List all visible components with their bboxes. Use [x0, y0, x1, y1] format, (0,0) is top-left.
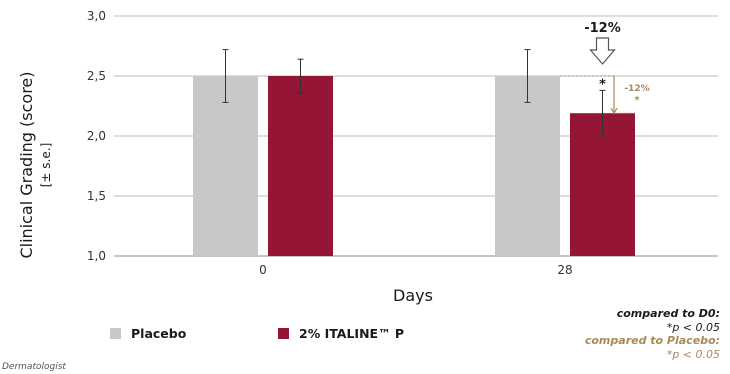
- legend-label-placebo: Placebo: [131, 326, 187, 341]
- annotations: -12%* -12%*: [560, 21, 650, 115]
- bracket-arrowhead-icon: [610, 107, 618, 115]
- footer-note: Dermatologist: [2, 362, 66, 372]
- significance-star: *: [599, 77, 606, 92]
- x-axis-label: Days: [393, 286, 433, 305]
- legend-swatch-placebo: [110, 328, 121, 339]
- y-axis-sublabel: [± s.e.]: [39, 143, 53, 188]
- bars: [193, 49, 635, 256]
- down-arrow-icon: [589, 37, 616, 65]
- y-tick-label: 3,0: [87, 9, 106, 23]
- y-axis-label: Clinical Grading (score): [17, 71, 36, 258]
- y-axis-label-group: Clinical Grading (score) [± s.e.]: [2, 40, 72, 290]
- significance-notes: compared to D0: *p < 0.05 compared to Pl…: [585, 307, 720, 361]
- x-tick-label: 28: [557, 263, 572, 277]
- bracket-label: -12%: [624, 84, 649, 94]
- x-tick-label: 0: [259, 263, 267, 277]
- y-tick-label: 1,5: [87, 189, 106, 203]
- legend-label-italine: 2% ITALINE™ P: [299, 326, 405, 341]
- legend-item-italine: 2% ITALINE™ P: [278, 326, 404, 341]
- d0-text: *p < 0.05: [666, 320, 720, 334]
- d0-heading: compared to D0:: [616, 307, 720, 320]
- bar: [268, 76, 333, 256]
- legend-item-placebo: Placebo: [110, 326, 186, 341]
- bar: [193, 76, 258, 256]
- y-tick-label: 2,5: [87, 69, 106, 83]
- arrow-label: -12%: [584, 21, 621, 36]
- tick-labels: 1,0 1,5 2,0 2,5 3,0 0 28: [87, 9, 573, 277]
- placebo-text: *p < 0.05: [666, 347, 720, 361]
- placebo-heading: compared to Placebo:: [584, 334, 720, 347]
- bar: [570, 113, 635, 256]
- bar: [495, 76, 560, 256]
- y-tick-label: 1,0: [87, 249, 106, 263]
- y-tick-label: 2,0: [87, 129, 106, 143]
- bracket-star: *: [634, 95, 640, 106]
- legend-swatch-italine: [278, 328, 289, 339]
